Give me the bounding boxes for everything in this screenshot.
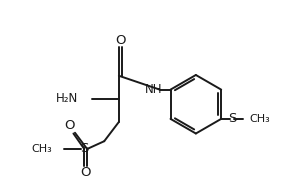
- Text: O: O: [115, 34, 126, 47]
- Text: O: O: [80, 166, 91, 178]
- Text: CH₃: CH₃: [249, 114, 270, 124]
- Text: O: O: [64, 119, 75, 132]
- Text: CH₃: CH₃: [31, 144, 52, 154]
- Text: S: S: [228, 112, 236, 125]
- Text: NH: NH: [145, 83, 162, 96]
- Text: S: S: [80, 142, 88, 155]
- Text: H₂N: H₂N: [56, 92, 78, 105]
